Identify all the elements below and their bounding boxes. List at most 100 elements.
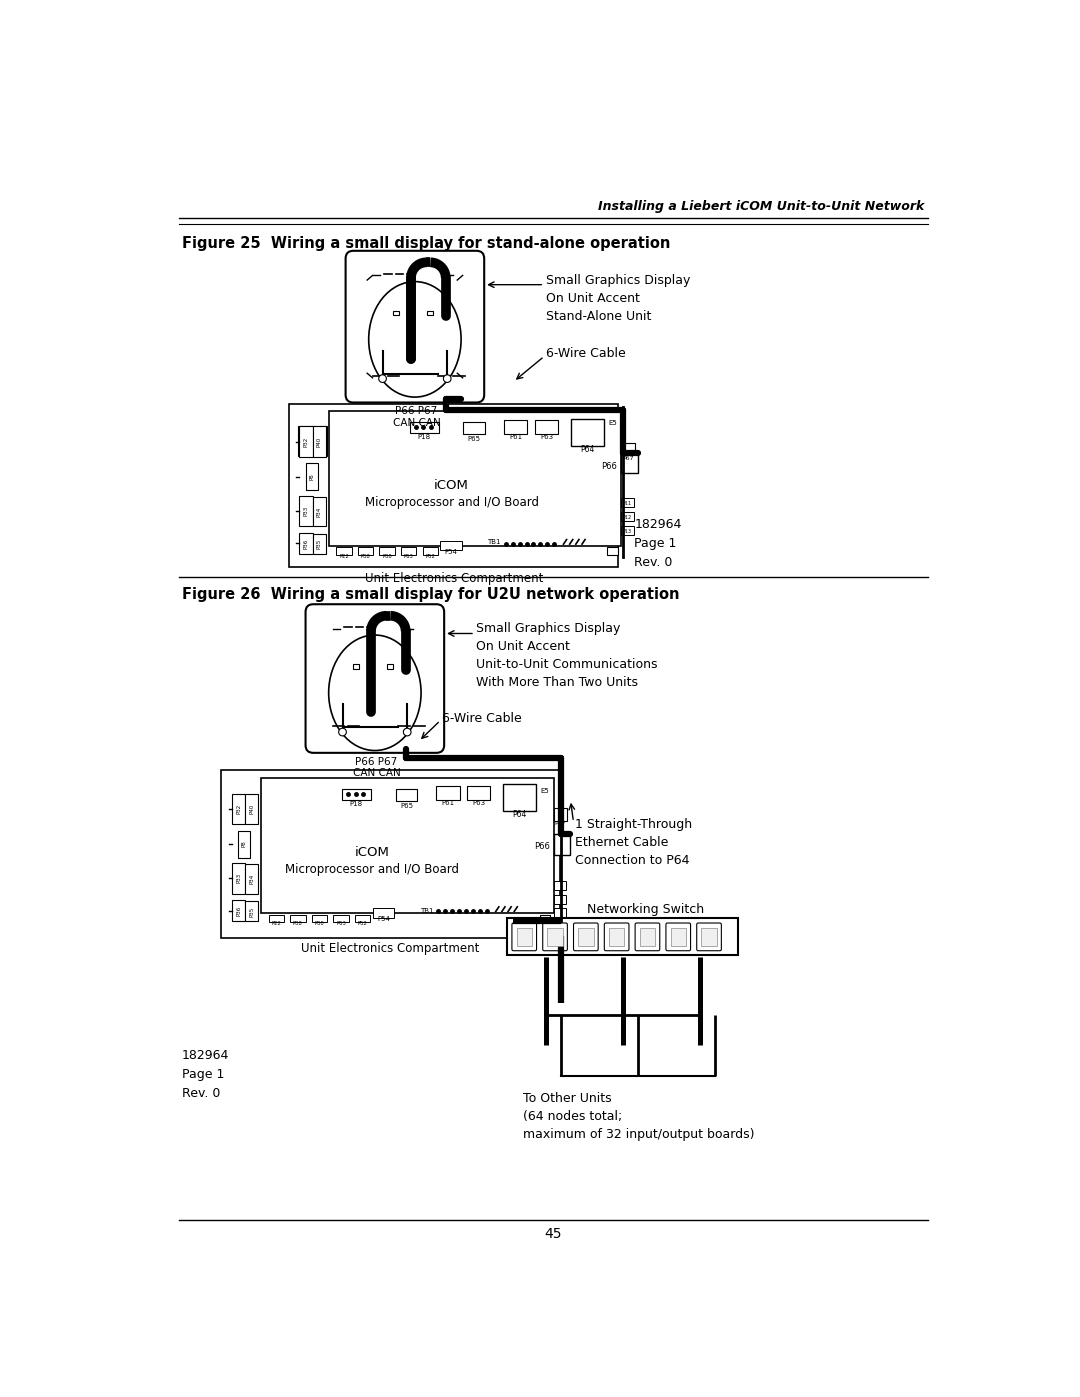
Bar [701,928,717,946]
Bar [334,915,349,922]
Text: P30: P30 [314,921,324,926]
Text: Networking Switch: Networking Switch [588,902,704,915]
Bar [299,532,313,555]
Bar [355,915,370,922]
FancyBboxPatch shape [666,923,690,951]
Ellipse shape [339,728,347,736]
Text: P18: P18 [418,434,431,440]
Bar [289,404,618,567]
Text: P52: P52 [426,555,435,559]
Bar [299,426,313,457]
Text: Small Graphics Display
On Unit Accent
Stand-Alone Unit: Small Graphics Display On Unit Accent St… [545,274,690,323]
Bar [373,908,394,918]
Ellipse shape [403,728,411,736]
Text: TB1: TB1 [420,908,433,914]
Text: P65: P65 [400,803,413,809]
FancyBboxPatch shape [346,251,484,402]
Bar [245,865,258,894]
Bar [578,928,594,946]
Bar [554,880,566,890]
Text: Figure 25  Wiring a small display for stand-alone operation: Figure 25 Wiring a small display for sta… [181,236,670,250]
Bar [336,548,352,555]
Bar [516,928,532,946]
Bar [395,789,417,802]
Text: iCOM: iCOM [354,845,390,859]
Text: P33: P33 [303,506,309,515]
FancyBboxPatch shape [635,923,660,951]
Bar [220,770,559,937]
Text: iCOM: iCOM [434,479,469,492]
Text: P32: P32 [237,803,241,814]
Text: 6-Wire Cable: 6-Wire Cable [545,348,625,360]
Text: Microprocessor and I/O Board: Microprocessor and I/O Board [285,863,459,876]
FancyBboxPatch shape [697,923,721,951]
Text: P61: P61 [509,434,523,440]
Text: P22: P22 [271,921,281,926]
Bar [621,443,635,455]
Text: Unit Electronics Compartment: Unit Electronics Compartment [365,571,543,584]
Text: P54: P54 [445,549,458,555]
Bar [231,793,245,824]
Bar [231,863,245,894]
Bar [422,548,438,555]
Text: P22: P22 [339,555,349,559]
Bar [540,915,551,922]
Bar [639,928,656,946]
FancyBboxPatch shape [512,923,537,951]
Bar [379,548,395,555]
Text: P8: P8 [242,841,246,848]
FancyBboxPatch shape [306,605,444,753]
Text: P32: P32 [303,437,309,447]
Text: 182964
Page 1
Rev. 0: 182964 Page 1 Rev. 0 [634,518,681,569]
Bar [607,548,618,555]
Bar [328,411,621,546]
Text: P34: P34 [316,507,322,517]
Bar [261,778,554,914]
Bar [428,312,433,316]
Bar [609,928,624,946]
Bar [341,789,372,800]
Text: P8: P8 [309,474,314,481]
Bar [535,420,558,434]
Bar [245,901,258,922]
Text: P63: P63 [540,434,553,440]
Ellipse shape [328,636,421,750]
Text: P35: P35 [316,539,322,549]
Text: E5: E5 [540,788,549,793]
Text: 182964
Page 1
Rev. 0: 182964 Page 1 Rev. 0 [181,1049,229,1101]
Bar [463,422,485,434]
Bar [352,665,359,669]
Text: P63: P63 [336,921,346,926]
FancyBboxPatch shape [573,923,598,951]
Text: P64: P64 [580,446,595,454]
Bar [291,915,306,922]
Text: P65: P65 [468,436,481,441]
Ellipse shape [444,374,451,383]
Text: P18: P18 [350,802,363,807]
Text: TB1: TB1 [487,539,501,545]
Text: P54: P54 [377,916,390,922]
Bar [299,496,313,527]
Text: P40: P40 [316,437,322,447]
Bar [409,422,438,433]
Bar [441,541,462,550]
Bar [401,548,417,555]
Bar [436,787,460,800]
Text: 6-Wire Cable: 6-Wire Cable [442,712,522,725]
Ellipse shape [379,374,387,383]
Bar [571,419,604,447]
Bar [269,915,284,922]
Bar [671,928,686,946]
Text: Microprocessor and I/O Board: Microprocessor and I/O Board [365,496,539,509]
Text: P35: P35 [249,907,254,916]
Text: P36: P36 [237,905,241,916]
Ellipse shape [368,282,461,397]
Bar [312,915,327,922]
Bar [313,426,325,457]
Bar [554,894,566,904]
Bar [313,497,325,527]
Bar [503,784,536,812]
Text: P30: P30 [382,555,392,559]
Bar [554,834,570,855]
Text: P12: P12 [623,514,632,520]
